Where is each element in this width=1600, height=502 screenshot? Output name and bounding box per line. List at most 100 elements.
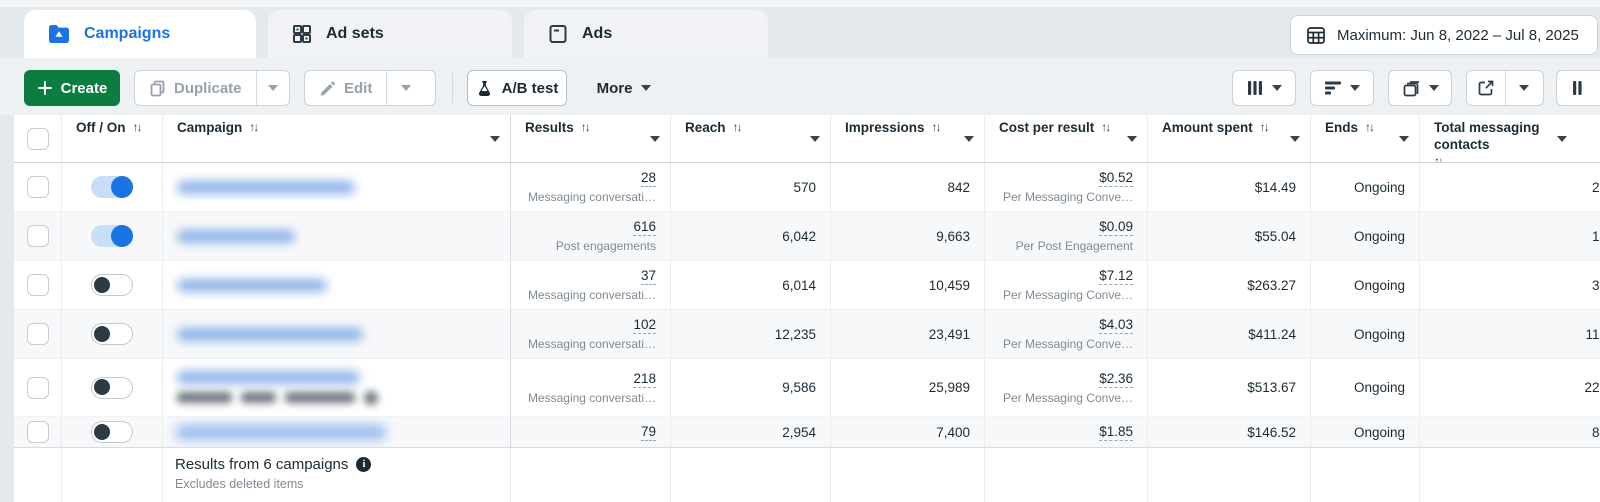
campaign-name-redacted[interactable] [177,278,327,292]
campaign-toggle-off[interactable] [91,274,133,296]
campaign-toggle-on[interactable] [91,176,133,198]
tab-campaigns[interactable]: Campaigns [24,10,256,58]
summary-empty-cell [14,448,62,502]
clipped-edge-button[interactable] [1556,70,1600,106]
header-total-messaging-contacts[interactable]: Total messaging contacts ↑↓ [1420,115,1600,162]
results-value[interactable]: 616 [633,219,656,236]
info-icon[interactable]: i [356,457,372,472]
header-off-on-label: Off / On [76,120,126,135]
header-ends-caret[interactable] [1399,135,1409,142]
results-value[interactable]: 79 [640,423,656,441]
total-messaging-contacts-value: 84 [1591,424,1600,440]
date-range-picker[interactable]: Maximum: Jun 8, 2022 – Jul 8, 2025 [1290,15,1598,55]
row-checkbox[interactable] [26,323,49,345]
results-value[interactable]: 37 [640,268,656,285]
ab-test-button[interactable]: A/B test [467,70,567,106]
select-all-checkbox[interactable] [26,127,49,150]
cost-per-result-value[interactable]: $2.36 [1099,370,1133,388]
campaign-name-cell [163,212,511,260]
header-off-on[interactable]: Off / On ↑↓ [62,115,163,162]
campaign-name-redacted[interactable] [177,229,295,243]
table-row: 37 Messaging conversati… 6,014 10,459 $7.12 P… [14,261,1600,310]
cost-per-result-value[interactable]: $7.12 [1099,268,1133,285]
total-messaging-contacts-cell: 84 [1420,417,1600,447]
toggle-cell [62,212,163,260]
results-value[interactable]: 28 [640,170,656,187]
row-checkbox[interactable] [26,274,49,296]
plus-icon [37,81,52,95]
duplicate-icon [150,80,165,96]
results-type-label: Messaging conversati… [527,390,656,405]
cost-per-result-value[interactable]: $1.85 [1099,423,1133,441]
date-range-label: Maximum: Jun 8, 2022 – Jul 8, 2025 [1337,26,1579,44]
header-cost-per-result[interactable]: Cost per result ↑↓ [985,115,1148,162]
reach-value: 6,042 [782,228,816,244]
header-reach[interactable]: Reach ↑↓ [671,115,831,162]
row-checkbox[interactable] [26,376,49,399]
header-reach-caret[interactable] [810,135,820,142]
row-checkbox[interactable] [26,225,49,247]
table-row: 28 Messaging conversati… 570 842 $0.52 Per Me… [14,163,1600,212]
header-impressions[interactable]: Impressions ↑↓ [831,115,985,162]
create-button[interactable]: Create [24,70,120,106]
results-value[interactable]: 218 [633,370,656,388]
campaign-toggle-off[interactable] [91,376,133,399]
campaign-name-redacted[interactable] [177,370,360,384]
total-messaging-contacts-value: 38 [1591,277,1600,293]
columns-settings-button[interactable] [1232,70,1296,106]
header-total-messaging-contacts-caret[interactable] [1557,135,1567,142]
edit-dropdown[interactable] [387,71,425,105]
export-button[interactable] [1467,71,1505,105]
header-cost-per-result-caret[interactable] [1127,135,1137,142]
header-results-caret[interactable] [650,135,660,142]
reports-button[interactable] [1388,70,1452,106]
header-campaign-label: Campaign [177,120,243,135]
campaign-name-redacted[interactable] [177,180,355,194]
campaign-toggle-off[interactable] [91,323,133,345]
results-type-label: Messaging conversati… [527,337,656,351]
reach-cell: 6,042 [671,212,831,260]
edit-button[interactable]: Edit [305,71,386,105]
campaign-name-redacted[interactable] [177,425,385,439]
toggle-cell [62,261,163,309]
campaign-name-redacted[interactable] [177,327,363,341]
amount-spent-cell: $411.24 [1148,310,1311,358]
impressions-cell: 10,459 [831,261,985,309]
more-button[interactable]: More [584,70,664,106]
results-cell: 37 Messaging conversati… [511,261,671,309]
duplicate-button[interactable]: Duplicate [135,71,256,105]
cost-per-result-value[interactable]: $0.52 [1099,170,1133,187]
header-amount-spent[interactable]: Amount spent ↑↓ [1148,115,1311,162]
results-value[interactable]: 102 [633,317,656,334]
row-checkbox-cell [14,212,62,260]
header-campaign-caret[interactable] [490,135,500,142]
cost-per-result-value[interactable]: $4.03 [1099,317,1133,334]
breakdown-button[interactable] [1310,70,1374,106]
amount-spent-value: $513.67 [1247,380,1296,395]
tab-ad-sets[interactable]: Ad sets [268,10,512,58]
summary-title: Results from 6 campaigns [175,456,349,473]
header-amount-spent-label: Amount spent [1162,120,1253,135]
export-dropdown[interactable] [1506,71,1543,105]
row-checkbox-cell [14,163,62,211]
table-row: 218 Messaging conversati… 9,586 25,989 $2.36… [14,359,1600,417]
header-campaign[interactable]: Campaign ↑↓ [163,115,511,162]
duplicate-dropdown[interactable] [256,71,289,105]
results-type-label: Messaging conversati… [527,190,656,204]
row-checkbox[interactable] [26,421,49,443]
top-strip [0,0,1600,7]
sort-icon: ↑↓ [1259,120,1270,134]
header-results[interactable]: Results ↑↓ [511,115,671,162]
campaign-toggle-on[interactable] [91,225,133,247]
header-ends[interactable]: Ends ↑↓ [1311,115,1420,162]
row-checkbox[interactable] [26,176,49,198]
cost-per-result-value[interactable]: $0.09 [1099,219,1133,236]
sort-icon: ↑↓ [580,120,591,134]
header-impressions-caret[interactable] [964,135,974,142]
header-amount-spent-caret[interactable] [1290,135,1300,142]
cost-per-result-cell: $0.09 Per Post Engagement [985,212,1148,260]
campaign-toggle-off[interactable] [91,421,133,443]
campaign-name-cell [163,359,511,416]
edit-split-divider [386,71,388,105]
tab-ads[interactable]: Ads [524,10,768,58]
